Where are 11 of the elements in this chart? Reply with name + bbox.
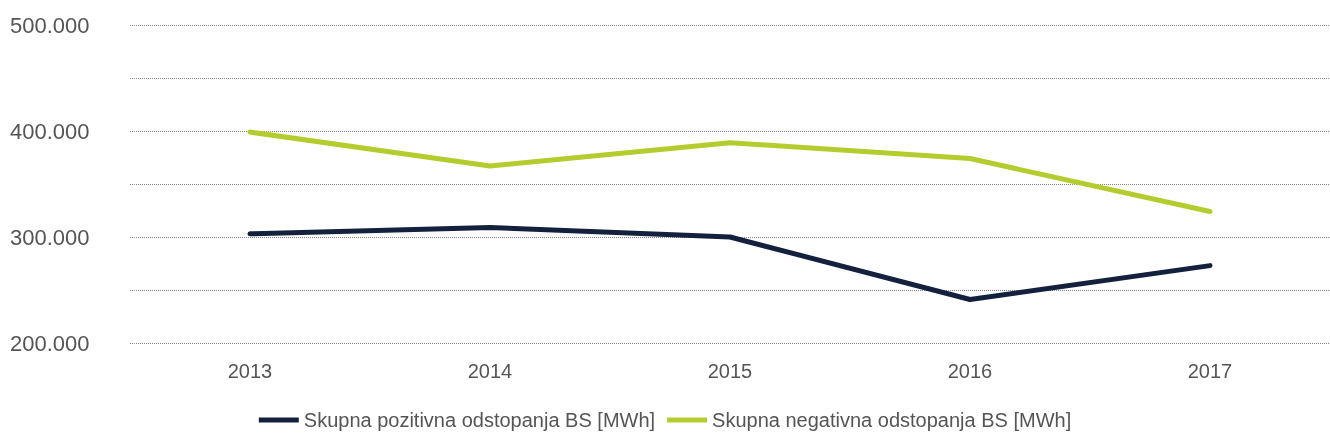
x-tick-label: 2016 <box>947 360 993 382</box>
legend-label: Skupna pozitivna odstopanja BS [MWh] <box>303 409 656 431</box>
legend-label: Skupna negativna odstopanja BS [MWh] <box>712 409 1072 431</box>
x-tick-label: 2013 <box>227 360 273 382</box>
x-tick-label: 2015 <box>707 360 753 382</box>
y-tick-label: 500.000 <box>10 12 90 38</box>
y-tick-label: 200.000 <box>10 330 90 356</box>
y-tick-label: 400.000 <box>10 118 90 144</box>
y-tick-label: 300.000 <box>10 224 90 250</box>
x-tick-label: 2017 <box>1187 360 1233 382</box>
x-tick-label: 2014 <box>467 360 513 382</box>
